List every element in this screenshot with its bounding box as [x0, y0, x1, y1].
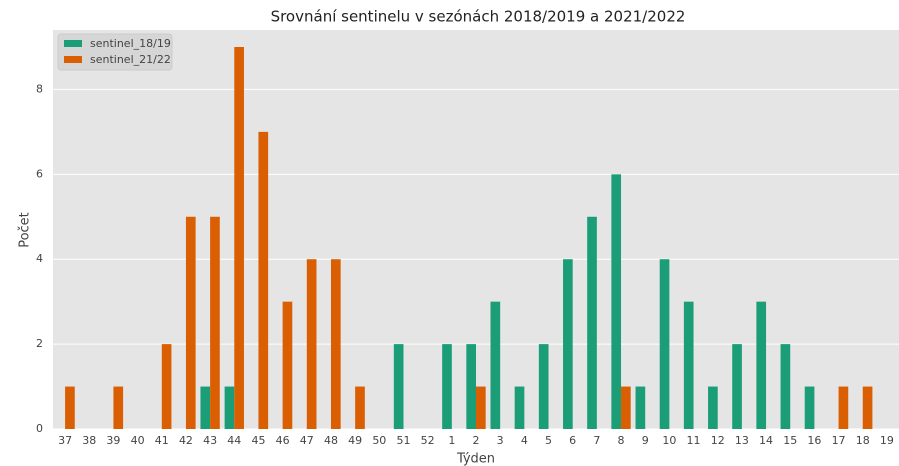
x-tick-label: 18 — [856, 434, 870, 447]
bar — [611, 174, 622, 429]
x-tick-label: 46 — [276, 434, 290, 447]
x-tick-label: 37 — [58, 434, 72, 447]
x-tick-label: 52 — [421, 434, 435, 447]
bar — [185, 216, 196, 429]
x-tick-label: 49 — [348, 434, 362, 447]
bar — [466, 344, 476, 429]
y-tick-label: 2 — [36, 337, 43, 350]
bar — [587, 216, 597, 429]
x-tick-label: 14 — [759, 434, 773, 447]
bar — [200, 386, 211, 429]
x-tick-label: 44 — [227, 434, 241, 447]
x-tick-label: 2 — [473, 434, 480, 447]
x-tick-label: 5 — [545, 434, 552, 447]
x-tick-label: 9 — [642, 434, 649, 447]
bar — [306, 259, 317, 429]
x-tick-label: 50 — [372, 434, 386, 447]
y-tick-label: 6 — [36, 167, 43, 180]
x-tick-label: 7 — [593, 434, 600, 447]
bar — [756, 301, 767, 429]
x-tick-label: 10 — [662, 434, 676, 447]
bar — [732, 344, 742, 429]
x-tick-label: 51 — [396, 434, 410, 447]
legend-swatch — [64, 56, 82, 63]
bar — [393, 344, 404, 429]
x-tick-label: 16 — [807, 434, 821, 447]
bar — [210, 216, 220, 429]
bar — [65, 386, 75, 429]
x-tick-label: 17 — [832, 434, 846, 447]
bar — [804, 386, 815, 429]
x-tick-label: 4 — [521, 434, 528, 447]
bar — [355, 386, 365, 429]
legend-swatch — [64, 40, 82, 47]
x-tick-label: 6 — [569, 434, 576, 447]
legend-label: sentinel_18/19 — [90, 37, 171, 50]
x-tick-label: 41 — [155, 434, 169, 447]
x-tick-label: 39 — [106, 434, 120, 447]
bar — [683, 301, 694, 429]
x-tick-label: 40 — [131, 434, 145, 447]
bar — [161, 344, 172, 429]
x-tick-label: 42 — [179, 434, 193, 447]
chart-title: Srovnání sentinelu v sezónách 2018/2019 … — [271, 8, 686, 26]
y-tick-label: 0 — [36, 422, 43, 435]
bar — [514, 386, 525, 429]
x-tick-label: 48 — [324, 434, 338, 447]
legend-box — [57, 33, 173, 71]
bar — [258, 131, 269, 429]
x-tick-label: 38 — [82, 434, 96, 447]
bar — [538, 344, 549, 429]
legend: sentinel_18/19 sentinel_21/22 — [57, 33, 173, 71]
bar — [563, 259, 573, 429]
bar — [635, 386, 646, 429]
bar — [442, 344, 452, 429]
y-axis-label: Počet — [18, 212, 33, 248]
x-tick-label: 43 — [203, 434, 217, 447]
bar — [330, 259, 341, 429]
x-tick-label: 11 — [687, 434, 701, 447]
bar — [224, 386, 235, 429]
x-tick-label: 3 — [497, 434, 504, 447]
x-tick-label: 8 — [618, 434, 625, 447]
bar — [113, 386, 124, 429]
x-tick-label: 47 — [300, 434, 314, 447]
bar — [862, 386, 873, 429]
bar — [621, 386, 631, 429]
x-tick-label: 1 — [448, 434, 455, 447]
x-tick-label: 13 — [735, 434, 749, 447]
bar — [282, 301, 293, 429]
bar — [490, 301, 501, 429]
x-axis-label: Týden — [456, 452, 495, 466]
bar — [708, 386, 718, 429]
bar — [234, 46, 244, 429]
y-tick-label: 8 — [36, 82, 43, 95]
x-tick-label: 15 — [783, 434, 797, 447]
bar — [838, 386, 849, 429]
x-tick-label: 45 — [251, 434, 265, 447]
legend-label: sentinel_21/22 — [90, 53, 171, 66]
y-tick-label: 4 — [36, 252, 43, 265]
x-tick-label: 12 — [711, 434, 725, 447]
bar — [659, 259, 670, 429]
bar — [780, 344, 791, 429]
x-tick-label: 19 — [880, 434, 894, 447]
bar — [476, 386, 486, 429]
